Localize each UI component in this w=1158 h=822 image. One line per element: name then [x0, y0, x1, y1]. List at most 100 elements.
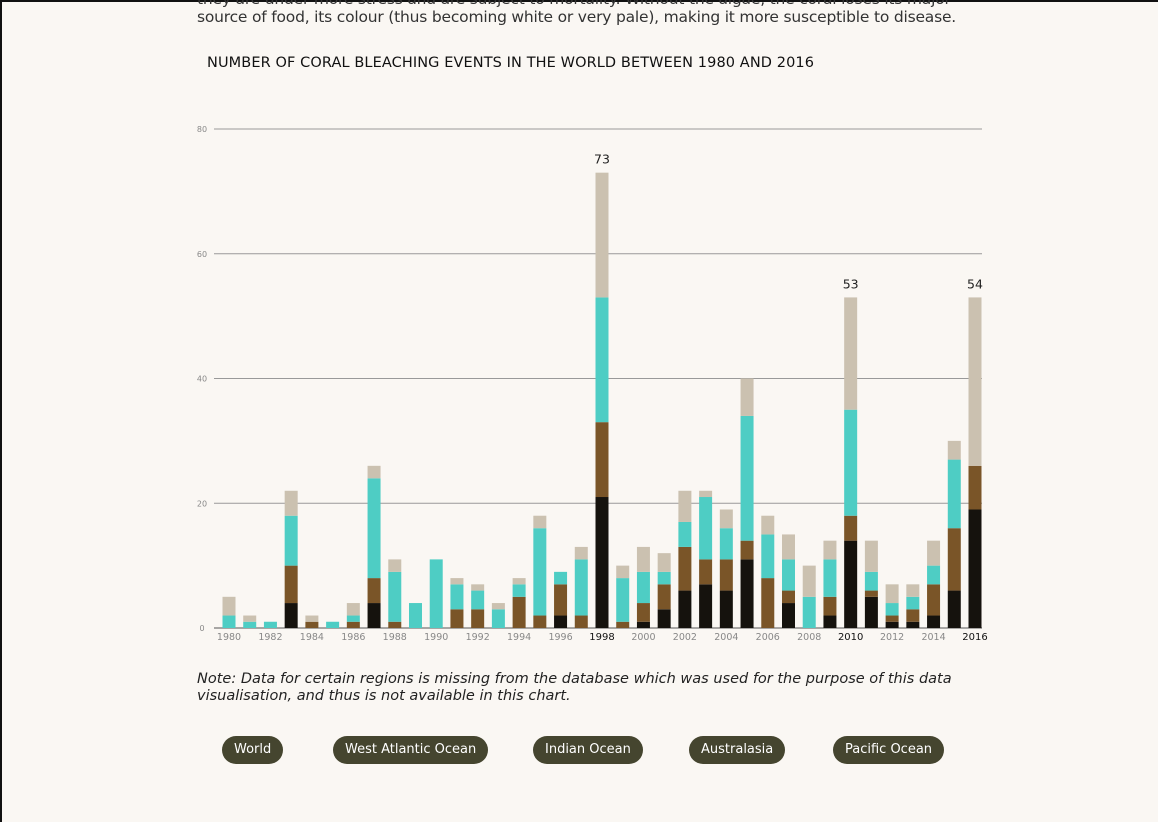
- bar-segment-1989-s2: [409, 603, 422, 628]
- bar-segment-2013-s1: [906, 609, 920, 622]
- x-tick-label: 1998: [589, 632, 614, 643]
- x-tick-label: 2008: [797, 632, 821, 643]
- bar-segment-1992-s2: [471, 590, 485, 610]
- bar-segment-2010-s0: [844, 540, 858, 628]
- bar-segment-1981-s2: [243, 621, 257, 628]
- bar-segment-2007-s1: [782, 590, 795, 604]
- bar-segment-1992-s1: [471, 609, 485, 628]
- bar-segment-1988-s2: [388, 571, 402, 622]
- bar-segment-2004-s1: [719, 559, 733, 591]
- bar-segment-1997-s2: [574, 559, 588, 616]
- bar-segment-2006-s2: [761, 534, 775, 579]
- bar-segment-1993-s3: [491, 603, 505, 610]
- bar-segment-2011-s0: [864, 596, 878, 628]
- region-filter-buttons: World West Atlantic Ocean Indian Ocean A…: [0, 736, 1158, 764]
- bar-segment-1995-s3: [533, 515, 547, 529]
- intro-line-2: source of food, its colour (thus becomin…: [197, 8, 957, 26]
- bar-segment-1980-s2: [222, 615, 236, 628]
- bar-segment-1982-s2: [263, 621, 277, 628]
- bar-segment-2009-s0: [823, 615, 837, 628]
- bar-segment-2008-s3: [802, 565, 816, 597]
- bar-segment-2010-s3: [844, 297, 858, 410]
- bar-segment-2007-s2: [782, 559, 795, 591]
- note-line-2: visualisation, and thus is not available…: [197, 687, 571, 704]
- bar-segment-1987-s2: [367, 478, 381, 579]
- bar-segment-2015-s3: [947, 440, 961, 460]
- x-tick-label: 1990: [424, 632, 448, 643]
- y-tick-label: 20: [197, 499, 207, 508]
- bar-segment-2006-s3: [761, 515, 775, 535]
- bar-segment-2011-s1: [864, 590, 878, 597]
- bar-segment-2011-s2: [864, 571, 878, 591]
- bar-segment-1983-s1: [284, 565, 298, 604]
- intro-text: they are under more stress and are subje…: [197, 0, 957, 26]
- bar-segment-1983-s0: [284, 603, 298, 628]
- bar-segment-2009-s2: [823, 559, 837, 597]
- bar-segment-1983-s2: [284, 515, 298, 566]
- y-tick-label: 40: [197, 375, 207, 384]
- bar-segment-1991-s3: [450, 578, 464, 585]
- region-button-world[interactable]: World: [222, 736, 284, 764]
- bar-segment-2013-s3: [906, 584, 920, 597]
- x-tick-label: 1986: [341, 632, 365, 643]
- y-tick-label: 0: [199, 624, 204, 633]
- region-button-indian-ocean[interactable]: Indian Ocean: [533, 736, 643, 764]
- bar-segment-1999-s3: [616, 565, 630, 579]
- x-tick-label: 2006: [756, 632, 780, 643]
- intro-line-1: they are under more stress and are subje…: [197, 0, 957, 8]
- bar-segment-1991-s1: [450, 609, 464, 628]
- bar-segment-1999-s2: [616, 578, 630, 622]
- page-frame-left: [0, 0, 2, 822]
- bar-segment-1994-s1: [512, 596, 526, 628]
- chart-title: NUMBER OF CORAL BLEACHING EVENTS IN THE …: [207, 55, 815, 71]
- bar-segment-2001-s2: [657, 571, 671, 585]
- bar-segment-1998-s2: [595, 297, 609, 423]
- x-tick-label: 1988: [383, 632, 407, 643]
- region-button-pacific-ocean[interactable]: Pacific Ocean: [833, 736, 945, 764]
- bar-segment-1986-s2: [346, 615, 360, 622]
- bar-segment-2004-s0: [719, 590, 733, 628]
- bar-segment-1996-s2: [554, 571, 568, 585]
- bar-segment-2003-s2: [699, 497, 713, 560]
- bar-segment-2005-s2: [740, 415, 754, 541]
- bar-segment-1991-s2: [450, 584, 464, 610]
- bar-segment-2008-s2: [802, 596, 816, 628]
- bar-total-label: 54: [967, 276, 983, 291]
- bar-segment-2003-s0: [699, 584, 713, 628]
- bar-segment-2009-s3: [823, 540, 837, 560]
- bar-segment-1992-s3: [471, 584, 485, 591]
- x-tick-label: 1994: [507, 632, 531, 643]
- bar-segment-2003-s3: [699, 490, 713, 498]
- bar-segment-2014-s2: [927, 565, 941, 585]
- bar-segment-1988-s1: [388, 621, 402, 628]
- bar-segment-1995-s2: [533, 528, 547, 616]
- bar-segment-2004-s2: [719, 528, 733, 560]
- bar-segment-2010-s1: [844, 515, 858, 541]
- bar-segment-1994-s2: [512, 584, 526, 597]
- bar-segment-1996-s0: [554, 615, 568, 628]
- bar-segment-2016-s1: [968, 465, 982, 510]
- region-button-west-atlantic-ocean[interactable]: West Atlantic Ocean: [333, 736, 489, 764]
- bar-segment-2011-s3: [864, 540, 878, 572]
- bar-segment-2012-s1: [885, 615, 899, 622]
- bar-segment-2001-s0: [657, 609, 671, 628]
- x-tick-label: 2002: [673, 632, 697, 643]
- bar-segment-2002-s1: [678, 546, 692, 591]
- bar-segment-1994-s3: [512, 578, 526, 585]
- bar-segment-2010-s2: [844, 409, 858, 516]
- x-tick-label: 1996: [548, 632, 572, 643]
- region-button-australasia[interactable]: Australasia: [689, 736, 786, 764]
- bar-segment-1993-s2: [491, 609, 505, 628]
- bar-segment-2000-s0: [636, 621, 650, 628]
- bar-segment-1984-s1: [305, 621, 319, 628]
- bar-segment-2004-s3: [719, 509, 733, 529]
- bar-segment-2003-s1: [699, 559, 713, 585]
- x-tick-label: 2000: [631, 632, 655, 643]
- bar-segment-1985-s2: [326, 621, 340, 628]
- x-tick-label: 1992: [466, 632, 490, 643]
- bar-total-label: 73: [594, 152, 610, 167]
- bar-segment-1997-s3: [574, 546, 588, 560]
- x-tick-label: 1980: [217, 632, 241, 643]
- bar-segment-1990-s2: [429, 559, 443, 628]
- bar-segment-2015-s2: [947, 459, 961, 529]
